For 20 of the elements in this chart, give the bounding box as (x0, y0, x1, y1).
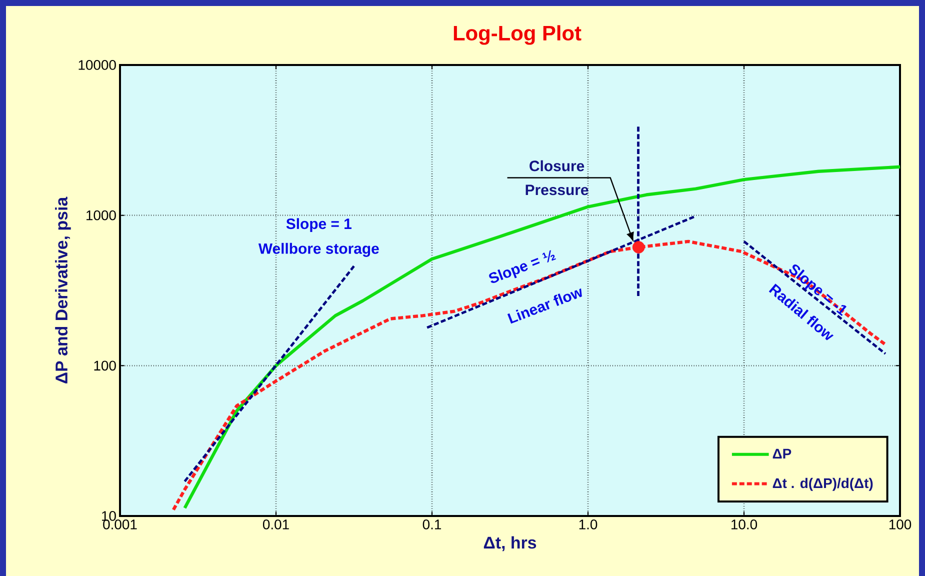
y-tick-label: 100 (94, 360, 116, 371)
y-axis-title: ΔP and Derivative, psia (55, 196, 71, 384)
x-tick-label: 0.1 (422, 519, 442, 530)
annotation: Wellbore storage (258, 242, 379, 257)
x-tick-label: 100 (889, 519, 912, 530)
y-tick-label: 10 (102, 511, 116, 521)
y-tick-label: 1000 (86, 210, 116, 220)
chart-title: Log-Log Plot (454, 25, 582, 45)
x-tick-label: 1.0 (579, 519, 598, 530)
annotation: Linear flow (507, 288, 582, 324)
x-axis-title: Δt, hrs (484, 536, 536, 552)
annotation: Closure Pressure (526, 160, 588, 196)
legend-label: Δt . d(ΔP)/d(Δt) (772, 478, 873, 491)
x-tick-label: 0.01 (262, 519, 289, 530)
annotation: Slope = ½ (489, 250, 556, 283)
annotation: Slope = 1 (286, 218, 352, 232)
x-tick-label: 0.001 (103, 519, 137, 530)
x-tick-label: 10.0 (731, 519, 758, 530)
y-tick-label: 10000 (78, 60, 116, 70)
legend-label: ΔP (772, 448, 792, 458)
